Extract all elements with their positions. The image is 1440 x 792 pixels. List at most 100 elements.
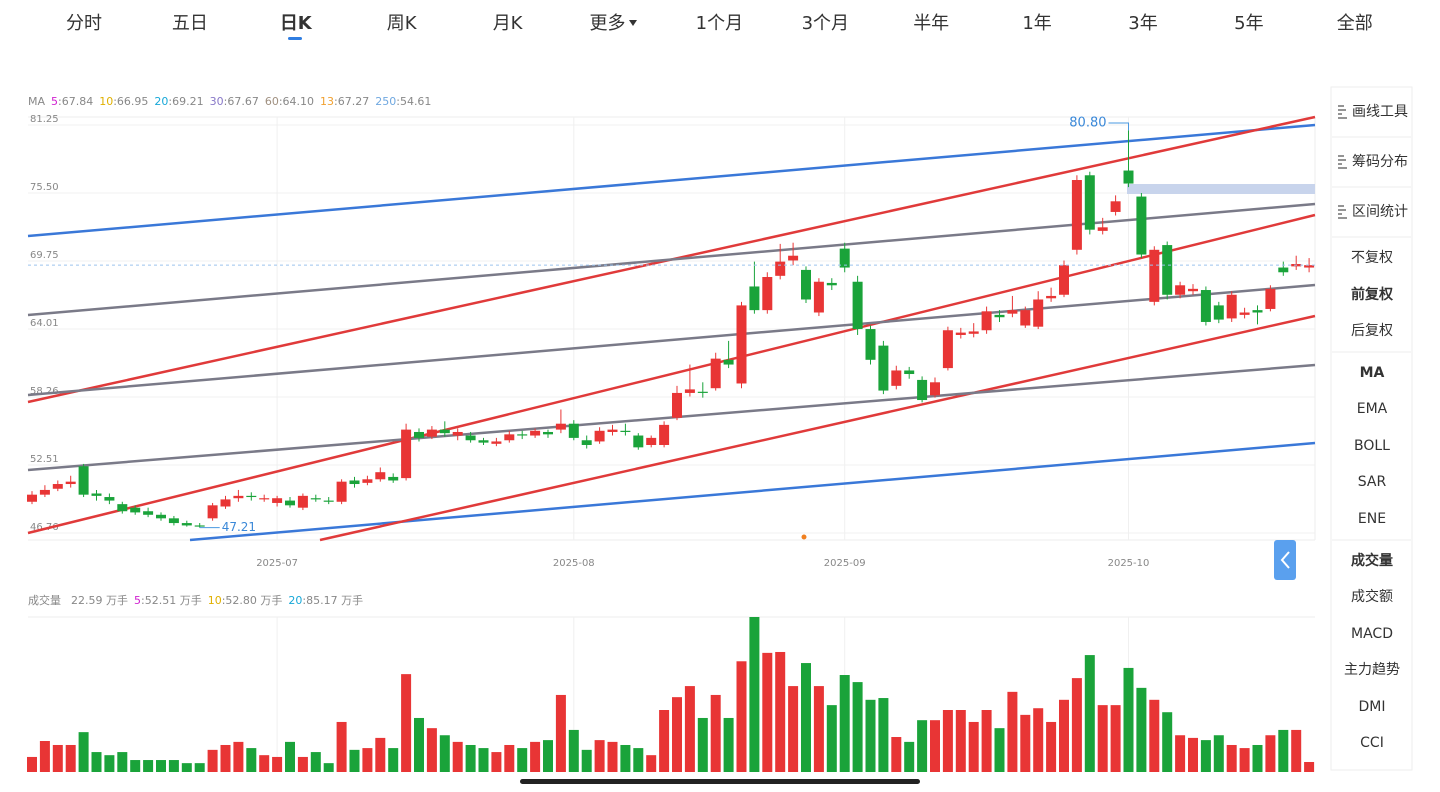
tab[interactable]: 全部 (1337, 13, 1373, 34)
candle-body (530, 430, 541, 436)
volume-bar (27, 756, 37, 772)
volume-bar (91, 752, 102, 772)
volume-bar (181, 763, 192, 772)
candle-body (1110, 201, 1121, 212)
candle-body (1097, 227, 1108, 231)
volume-bar (78, 732, 89, 772)
menu-item[interactable]: 区间统计 (1352, 204, 1408, 220)
volume-bar (1046, 721, 1057, 772)
legend-value: :64.10 (279, 95, 314, 108)
home-indicator (520, 779, 920, 784)
tab[interactable]: 分时 (66, 13, 102, 34)
candle-body (52, 484, 63, 489)
menu-item[interactable]: MACD (1351, 626, 1393, 642)
y-tick-label: 52.51 (30, 454, 59, 465)
menu-icon (1338, 155, 1347, 169)
legend-period: 5 (134, 594, 141, 607)
legend-period: 10 (208, 594, 222, 607)
volume-bar (581, 749, 592, 772)
candle-body (1200, 290, 1211, 322)
y-tick-label: 69.75 (30, 250, 59, 261)
tab[interactable]: 3年 (1128, 13, 1157, 34)
menu-item[interactable]: 后复权 (1351, 322, 1393, 339)
candle-body (723, 359, 734, 365)
tab[interactable]: 周K (387, 13, 418, 34)
volume-bar (1084, 655, 1095, 772)
tab[interactable]: 1个月 (696, 13, 743, 34)
candle-body (414, 431, 424, 438)
volume-bar (336, 721, 347, 772)
menu-item[interactable]: 筹码分布 (1352, 153, 1408, 170)
candle-body (826, 282, 837, 286)
volume-bar (285, 741, 295, 772)
volume-bar (452, 741, 463, 772)
volume-bar (65, 744, 76, 772)
candle-body (1175, 285, 1186, 295)
candle-body (207, 505, 218, 519)
menu-item[interactable]: 画线工具 (1352, 104, 1408, 120)
tab[interactable]: 1年 (1022, 13, 1051, 34)
candle-body (259, 498, 270, 500)
tab-bar: 分时 五日 日K 周K 月K 更多 1个月 3个月 半年 1年 3年 5年 全部 (66, 13, 1373, 34)
candle-body (1059, 265, 1069, 295)
tab[interactable]: 更多 (590, 13, 626, 34)
candle-body (1239, 312, 1250, 315)
menu-item[interactable]: EMA (1357, 401, 1388, 417)
tab[interactable]: 半年 (913, 13, 949, 34)
candle-body (143, 511, 154, 515)
candle-body (1265, 288, 1276, 309)
tab[interactable]: 3个月 (802, 13, 849, 34)
volume-bar (310, 752, 321, 772)
volume-legend: 成交量 22.59 万手 5:52.51 万手 10:52.80 万手 20:85.17… (28, 593, 363, 607)
menu-item[interactable]: DMI (1359, 699, 1386, 715)
tab[interactable]: 五日 (172, 13, 208, 34)
candle-body (620, 430, 631, 432)
y-tick-label: 81.25 (30, 114, 59, 125)
menu-item[interactable]: 不复权 (1351, 249, 1393, 266)
candle-body (878, 345, 889, 391)
high-leader (1108, 122, 1129, 131)
volume-bar (426, 728, 437, 772)
candle-body (1007, 310, 1018, 314)
high-label: 80.80 (1069, 116, 1106, 131)
x-tick-label: 2025-10 (1108, 558, 1150, 569)
candle-body (594, 430, 605, 442)
volume-bar (684, 686, 695, 772)
menu-item[interactable]: 成交量 (1351, 552, 1393, 569)
candle-body (452, 431, 463, 436)
candle-body (955, 332, 966, 335)
volume-bar (52, 744, 63, 772)
volume-bar (156, 760, 166, 772)
volume-bar (762, 652, 773, 772)
menu-item[interactable]: CCI (1360, 735, 1384, 751)
volume-bar (362, 748, 373, 772)
volume-bar (1252, 744, 1263, 772)
menu-item[interactable]: 前复权 (1351, 286, 1394, 303)
menu-item[interactable]: 主力趋势 (1344, 662, 1400, 678)
side-menu (1330, 86, 1413, 771)
candle-body (1213, 305, 1224, 320)
volume-bar (646, 755, 657, 772)
volume-bars (27, 617, 1315, 772)
volume-bar (491, 752, 502, 772)
collapse-button[interactable] (1274, 540, 1296, 580)
menu-item[interactable]: SAR (1358, 474, 1387, 490)
menu-item[interactable]: MA (1360, 365, 1385, 381)
volume-bar (439, 735, 450, 772)
candle-body (27, 494, 37, 502)
tab[interactable]: 月K (493, 13, 524, 34)
y-tick-label: 58.26 (30, 386, 59, 397)
tab[interactable]: 日K (280, 13, 313, 34)
low-label: 47.21 (222, 520, 256, 534)
candle-body (994, 314, 1005, 318)
menu-item[interactable]: 成交额 (1351, 588, 1393, 605)
volume-bar (801, 663, 811, 772)
candle-body (852, 281, 863, 330)
trend-line (27, 123, 1316, 238)
menu-item[interactable]: BOLL (1354, 438, 1390, 454)
candle-body (297, 495, 308, 508)
tab[interactable]: 5年 (1234, 13, 1263, 34)
volume-bar (633, 748, 644, 772)
tab-underline (288, 37, 302, 40)
menu-item[interactable]: ENE (1358, 511, 1386, 527)
